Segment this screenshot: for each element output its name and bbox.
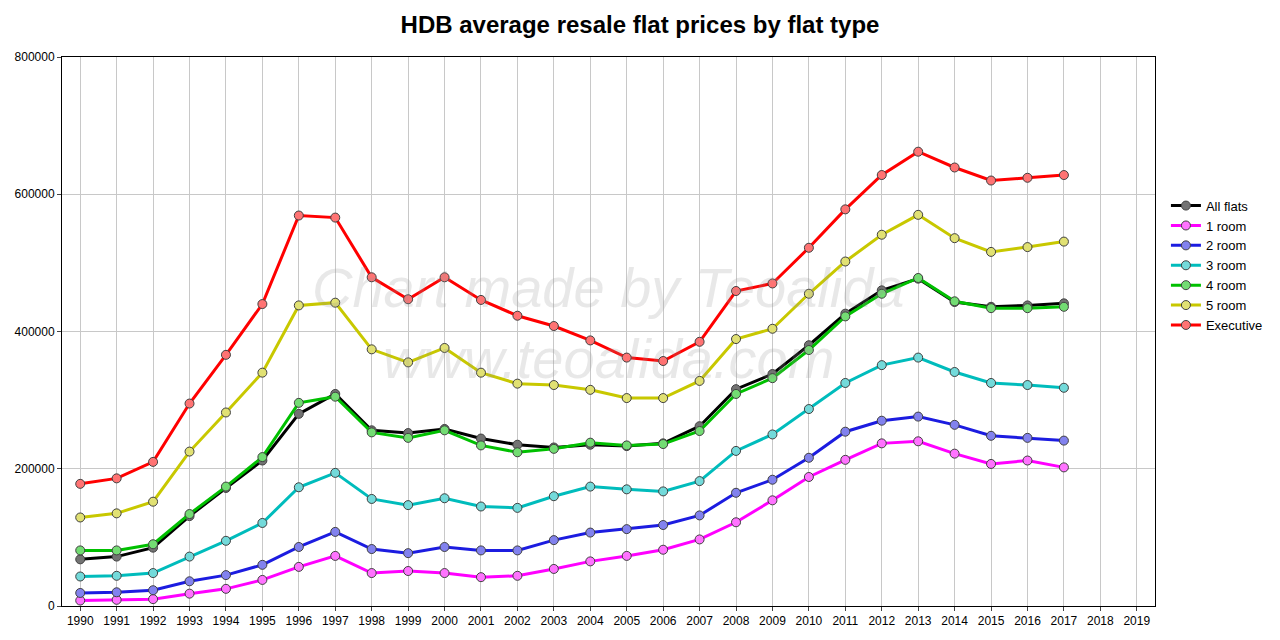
svg-text:1996: 1996 [285, 614, 312, 628]
svg-text:1 room: 1 room [1206, 219, 1246, 234]
svg-text:2019: 2019 [1123, 614, 1150, 628]
svg-text:1994: 1994 [213, 614, 240, 628]
svg-text:Executive: Executive [1206, 318, 1262, 333]
svg-text:1995: 1995 [249, 614, 276, 628]
svg-text:2017: 2017 [1051, 614, 1078, 628]
svg-text:2012: 2012 [868, 614, 895, 628]
svg-text:0: 0 [48, 599, 55, 613]
svg-text:2010: 2010 [796, 614, 823, 628]
svg-text:800000: 800000 [15, 50, 55, 64]
svg-text:2003: 2003 [540, 614, 567, 628]
svg-text:2004: 2004 [577, 614, 604, 628]
svg-text:400000: 400000 [15, 325, 55, 339]
svg-text:1992: 1992 [140, 614, 167, 628]
svg-text:2013: 2013 [905, 614, 932, 628]
svg-text:1998: 1998 [358, 614, 385, 628]
svg-text:3 room: 3 room [1206, 258, 1246, 273]
svg-text:2018: 2018 [1087, 614, 1114, 628]
svg-text:2008: 2008 [723, 614, 750, 628]
svg-text:5 room: 5 room [1206, 298, 1246, 313]
svg-text:2000: 2000 [431, 614, 458, 628]
svg-text:All flats: All flats [1206, 199, 1248, 214]
svg-text:2009: 2009 [759, 614, 786, 628]
svg-text:www.teoalida.com: www.teoalida.com [383, 327, 834, 390]
svg-text:2015: 2015 [978, 614, 1005, 628]
svg-text:Chart made by Teoalida: Chart made by Teoalida [312, 256, 905, 319]
svg-text:600000: 600000 [15, 187, 55, 201]
svg-text:1993: 1993 [176, 614, 203, 628]
svg-text:2007: 2007 [686, 614, 713, 628]
svg-text:1999: 1999 [395, 614, 422, 628]
svg-text:2014: 2014 [941, 614, 968, 628]
svg-text:HDB average resale flat prices: HDB average resale flat prices by flat t… [401, 11, 880, 38]
svg-text:4 room: 4 room [1206, 278, 1246, 293]
svg-text:2001: 2001 [468, 614, 495, 628]
svg-text:2006: 2006 [650, 614, 677, 628]
svg-text:2005: 2005 [613, 614, 640, 628]
svg-text:1991: 1991 [103, 614, 130, 628]
svg-text:1990: 1990 [67, 614, 94, 628]
svg-text:2016: 2016 [1014, 614, 1041, 628]
svg-text:1997: 1997 [322, 614, 349, 628]
svg-text:2002: 2002 [504, 614, 531, 628]
svg-text:200000: 200000 [15, 462, 55, 476]
svg-text:2011: 2011 [832, 614, 858, 628]
svg-text:2 room: 2 room [1206, 238, 1246, 253]
